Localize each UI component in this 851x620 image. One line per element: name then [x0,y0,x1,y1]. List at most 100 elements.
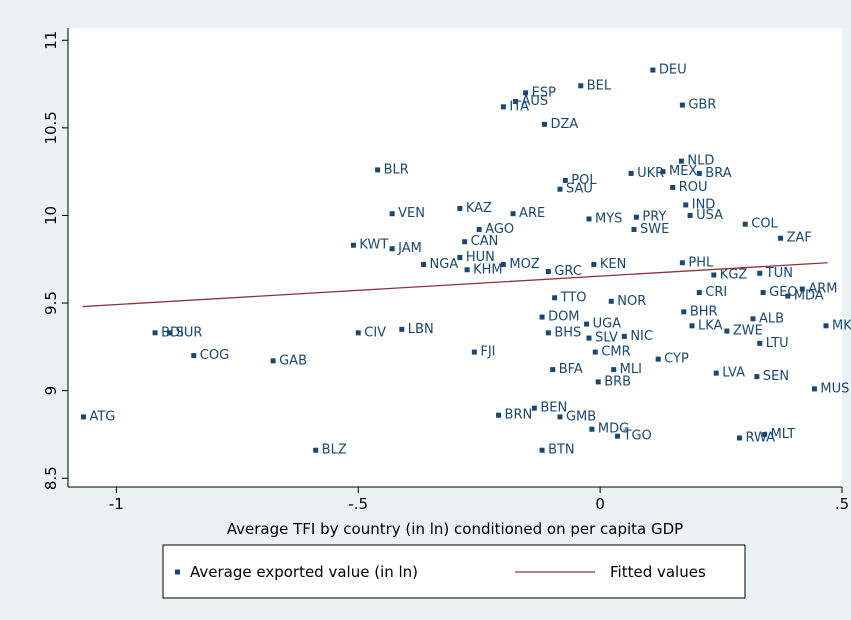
point [557,186,563,192]
point [683,202,689,208]
point [152,330,158,336]
point [724,328,730,334]
point-label: ROU [679,180,708,195]
x-tick-label: -.5 [348,495,368,513]
point-label: GMB [566,409,596,424]
point-label: ESP [532,85,556,100]
point-label: UKR [637,166,664,181]
point-label: BHR [690,304,718,319]
point [754,374,760,380]
point-label: USA [696,208,723,223]
point [557,414,563,420]
point-label: PRY [642,210,666,225]
point-label: BLR [384,162,409,177]
point [457,205,463,211]
point [655,356,661,362]
point-label: MOZ [509,257,539,272]
point-label: CIV [364,325,386,340]
point [541,121,547,127]
point [191,353,197,359]
point-label: DOM [548,310,579,325]
point-label: MEX [669,164,697,179]
point [545,330,551,336]
point-label: GEO [769,285,798,300]
point [500,104,506,110]
point-label: ATG [89,409,115,424]
point-label: POL [571,173,597,188]
point-label: BLZ [322,443,347,458]
point [799,286,805,292]
point [713,370,719,376]
x-tick-label: 0 [595,495,605,513]
point [687,212,693,218]
point-label: KHM [473,262,503,277]
point-label: AGO [485,222,514,237]
point [471,349,477,355]
point-label: ALB [759,311,784,326]
x-axis-title: Average TFI by country (in ln) condition… [227,520,683,538]
point-label: BEL [587,78,612,93]
point-label: LBN [408,322,434,337]
point [389,211,395,217]
point [389,246,395,252]
point [464,267,470,273]
point-label: TUN [765,266,793,281]
point-label: KGZ [720,268,748,283]
point [696,290,702,296]
point [584,321,590,327]
point-label: CAN [471,234,499,249]
point [760,290,766,296]
point-label: BDI [161,325,184,340]
point-label: SUR [176,325,203,340]
legend-marker [175,569,180,575]
point-label: GAB [279,353,307,368]
point-label: NIC [630,329,653,344]
point [681,309,687,315]
point [457,255,463,260]
point-label: COG [200,348,229,363]
point-label: ZWE [733,324,763,339]
point [778,235,784,241]
point [80,414,86,420]
point-label: BFA [559,362,583,377]
point-label: CMR [601,345,630,360]
point-label: MLI [620,362,642,377]
point-label: MLT [771,427,796,442]
y-tick-label: 9 [42,386,60,396]
point [670,184,676,190]
point [711,272,717,278]
point-label: LVA [722,366,745,381]
point [621,333,627,339]
point-label: PHL [688,255,714,270]
point-label: COL [751,217,778,232]
point-label: ARM [808,282,837,297]
point [591,262,597,268]
point-label: BEN [540,401,567,416]
point [631,226,637,232]
point [608,298,614,304]
point-label: ZAF [787,231,812,246]
point [270,358,276,364]
y-tick-label: 10.5 [42,111,60,144]
point-label: BRB [604,374,631,389]
point-label: RWA [745,430,775,445]
point [586,335,592,341]
point [757,340,763,346]
point [678,158,684,164]
point-label: HUN [466,250,495,265]
point-label: KWT [359,238,388,253]
point [375,167,381,173]
point [562,177,568,183]
point [539,447,545,453]
point [545,269,551,275]
point [679,102,685,108]
point-label: CRI [705,285,727,300]
point [592,349,598,355]
point-label: CYP [664,352,689,367]
point-label: MDA [794,289,824,304]
point-label: MKD [832,318,851,333]
point [633,214,639,220]
point-label: KEN [600,257,626,272]
point [689,323,695,329]
point-label: ARE [519,206,545,221]
